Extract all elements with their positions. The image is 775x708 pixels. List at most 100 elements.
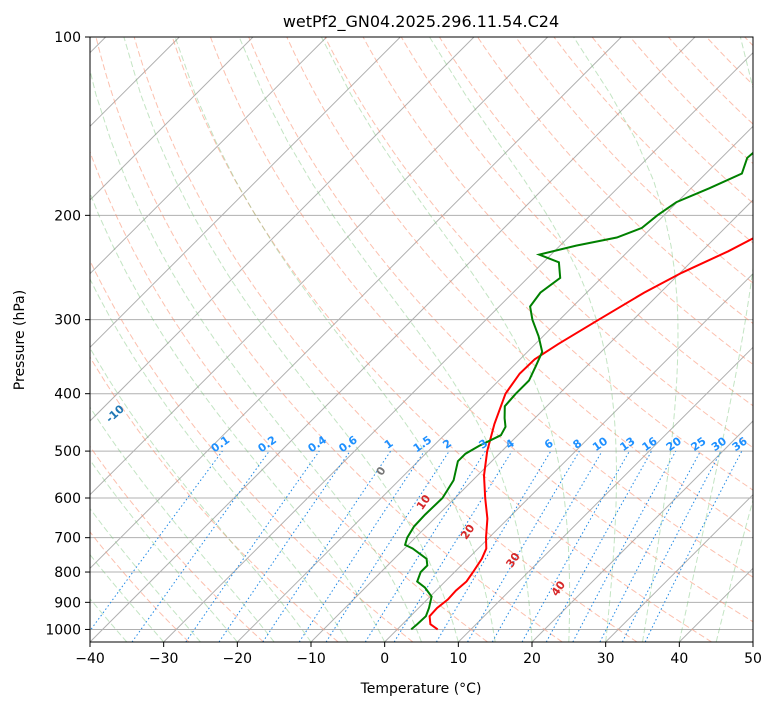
isotherm: [236, 125, 753, 642]
x-tick-label: −20: [223, 651, 253, 667]
x-tick-label: 10: [449, 651, 467, 667]
moist-adiabat: [90, 598, 128, 642]
mixing-ratio-label: 0.1: [209, 433, 232, 455]
dry-adiabat: [133, 37, 638, 642]
dry-adiabat: [553, 37, 753, 244]
dry-adiabat: [95, 37, 563, 642]
moist-adiabat: [90, 68, 422, 642]
moist-adiabat-label: 0: [374, 464, 389, 478]
x-tick-label: 40: [670, 651, 688, 667]
dry-adiabat: [90, 531, 190, 642]
y-tick-label: 200: [54, 208, 81, 224]
moist-adiabat: [320, 37, 571, 642]
moist-adiabat: [90, 507, 201, 642]
moist-adiabat: [90, 278, 349, 642]
x-tick-label: 50: [744, 651, 762, 667]
isotherm: [90, 37, 696, 642]
moist-adiabat: [90, 553, 165, 642]
plot-area: -100-90-80-70-60-50-40-30-20-100.10.20.4…: [90, 37, 753, 642]
moist-adiabat: [90, 406, 275, 642]
mixing-ratio-line: [325, 450, 450, 642]
mixing-ratio-label: 0.4: [306, 433, 330, 455]
mixing-ratio-line: [521, 450, 630, 642]
mixing-ratio-label: 0.2: [256, 433, 279, 455]
temperature-line: [428, 237, 753, 631]
dry-adiabat: [515, 37, 753, 284]
dry-adiabat: [210, 37, 753, 623]
moist-adiabat: [752, 640, 753, 642]
dry-adiabat: [90, 445, 264, 642]
isotherm: [90, 37, 622, 570]
x-axis-label: Temperature (°C): [360, 681, 482, 697]
dry-adiabat: [248, 37, 753, 578]
isotherm: [90, 37, 254, 201]
mixing-ratio-line: [90, 450, 223, 632]
moist-adiabat: [238, 37, 533, 642]
dewpoint-line: [403, 151, 753, 631]
y-tick-label: 800: [54, 565, 81, 581]
dry-adiabat: [362, 37, 753, 449]
dry-adiabat: [324, 37, 753, 491]
mixing-ratio-line: [467, 450, 580, 642]
mixing-ratio-label: 0.6: [336, 433, 360, 455]
moist-adiabat: [573, 37, 679, 642]
mixing-ratio-line: [131, 450, 270, 642]
moist-adiabat: [90, 459, 238, 642]
moist-adiabat: [90, 347, 312, 642]
isotherm: [90, 37, 328, 275]
dry-adiabat: [744, 37, 753, 47]
y-tick-label: 400: [54, 387, 81, 403]
mixing-ratio-line: [393, 450, 513, 642]
x-tick-label: 30: [597, 651, 615, 667]
mixing-ratio-line: [435, 450, 552, 642]
dry-adiabat: [400, 37, 753, 407]
y-axis: 100 200 300 400 500 600 700 800 900 1000: [45, 30, 90, 638]
mixing-ratio-line: [218, 450, 351, 642]
mixing-ratio-line: [298, 450, 425, 642]
y-tick-label: 700: [54, 531, 81, 547]
isotherm: [457, 346, 753, 642]
mixing-ratio-line: [491, 450, 603, 642]
y-tick-label: 500: [54, 444, 81, 460]
y-axis-label: Pressure (hPa): [12, 290, 28, 390]
dry-adiabat: [438, 37, 753, 365]
isotherm: [90, 37, 475, 422]
dry-adiabat: [668, 37, 753, 125]
isotherm: [531, 420, 753, 642]
y-tick-label: 900: [54, 595, 81, 611]
mixing-ratio-line: [545, 450, 653, 642]
dry-adiabat: [90, 259, 414, 642]
mixing-ratio-label: 6: [542, 437, 556, 452]
x-tick-label: −40: [75, 651, 105, 667]
isotherm: [163, 51, 753, 642]
dry-adiabat: [90, 356, 339, 642]
isotherm: [90, 37, 549, 496]
y-tick-label: 300: [54, 313, 81, 329]
moist-adiabat-label: 40: [549, 578, 569, 598]
isotherm: [752, 641, 753, 642]
isotherm: [678, 567, 753, 642]
plot-frame: [89, 36, 754, 643]
dry-adiabat: [706, 37, 753, 86]
moist-adiabat-label: 30: [503, 550, 523, 570]
y-tick-label: 1000: [45, 622, 81, 638]
moist-adiabat: [678, 37, 753, 642]
mixing-ratio-label: 2: [440, 437, 454, 452]
dry-adiabat: [477, 37, 753, 325]
dry-adiabat-label: -10: [103, 402, 127, 425]
x-axis: −40 −30 −20 −10 0 10 20 30 40 50: [75, 642, 762, 667]
mixing-ratio-label: 1.5: [411, 433, 434, 455]
moist-adiabat: [174, 37, 496, 642]
isotherm: [605, 493, 753, 642]
mixing-ratio-line: [185, 450, 320, 642]
dry-adiabat: [591, 37, 753, 204]
moist-adiabat: [123, 37, 459, 642]
mixing-ratio-line: [572, 450, 677, 642]
y-tick-label: 100: [54, 30, 81, 46]
moist-adiabat: [429, 37, 618, 642]
dry-adiabat: [629, 37, 753, 165]
x-tick-label: −30: [149, 651, 179, 667]
mixing-ratio-line: [364, 450, 486, 642]
x-tick-label: 0: [380, 651, 389, 667]
